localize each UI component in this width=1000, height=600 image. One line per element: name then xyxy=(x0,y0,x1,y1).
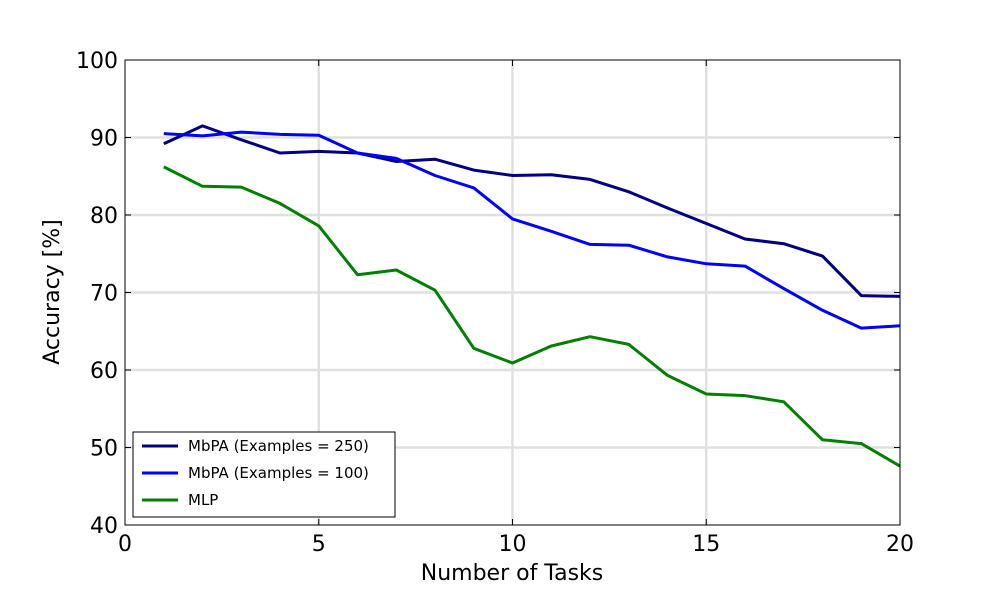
legend-label-1: MbPA (Examples = 250) xyxy=(188,437,369,455)
x-tick-label: 0 xyxy=(118,532,132,557)
legend-label-3: MLP xyxy=(188,491,218,509)
y-tick-label: 60 xyxy=(90,359,118,384)
y-tick-label: 90 xyxy=(90,127,118,152)
series-line-1 xyxy=(163,124,901,298)
series-line-2 xyxy=(163,130,901,330)
x-tick-label: 10 xyxy=(499,532,527,557)
y-axis-title: Accuracy [%] xyxy=(40,219,65,365)
legend: MbPA (Examples = 250) MbPA (Examples = 10… xyxy=(132,431,396,518)
series-line-3 xyxy=(163,165,901,468)
y-tick-label: 40 xyxy=(90,514,118,539)
y-tick-label: 80 xyxy=(90,204,118,229)
axis-ticks: 0 5 10 15 20 40 50 60 70 80 90 100 xyxy=(76,49,914,557)
x-tick-label: 5 xyxy=(312,532,326,557)
x-axis-title: Number of Tasks xyxy=(421,561,604,586)
y-tick-label: 50 xyxy=(90,437,118,462)
legend-label-2: MbPA (Examples = 100) xyxy=(188,464,369,482)
x-tick-label: 20 xyxy=(886,532,914,557)
x-tick-label: 15 xyxy=(692,532,720,557)
y-tick-label: 70 xyxy=(90,282,118,307)
series-lines xyxy=(163,124,901,468)
y-tick-label: 100 xyxy=(76,49,118,74)
